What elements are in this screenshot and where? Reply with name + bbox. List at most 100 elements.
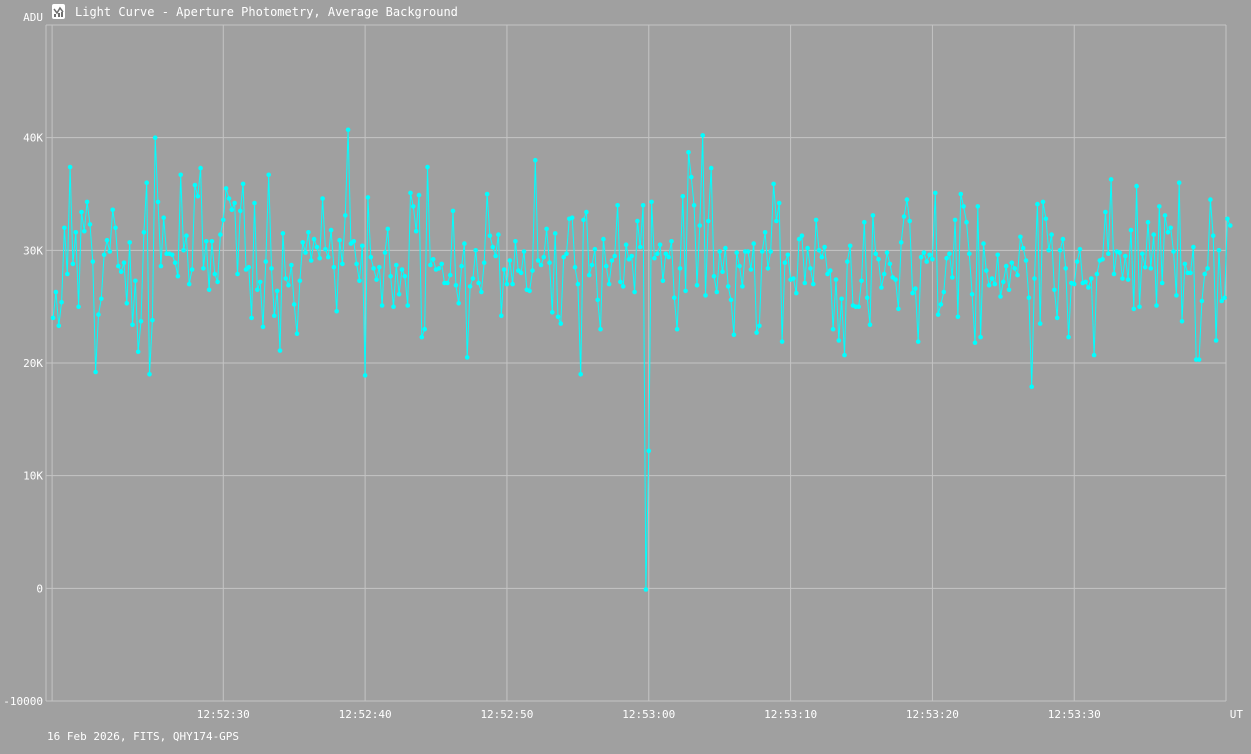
data-point [328,227,334,233]
data-point [445,280,450,286]
data-point [226,196,232,201]
data-point [967,251,972,256]
data-point [294,331,300,337]
data-point [884,250,890,255]
data-point [1032,276,1037,281]
data-point [402,273,408,279]
data-point [603,263,609,269]
data-point [938,302,944,307]
data-point [130,322,135,328]
data-point [399,267,405,272]
data-point [116,263,121,269]
data-point [1191,244,1196,250]
data-point [961,204,966,209]
data-point [351,239,357,244]
data-point [649,199,654,205]
data-point [609,258,615,263]
data-point [728,297,734,303]
data-point [1131,306,1137,312]
data-series [50,127,1233,592]
data-point [462,241,467,246]
data-point [1128,227,1134,233]
data-point [317,255,323,261]
data-point [785,252,791,258]
data-point [450,208,456,214]
data-point [873,251,878,256]
series-line [52,129,1231,590]
data-point [496,232,501,237]
data-point [1023,258,1029,263]
data-point [842,352,847,358]
data-point [876,257,881,262]
data-point [847,243,853,249]
data-point [155,199,161,205]
data-point [915,339,921,344]
data-point [575,281,581,287]
y-tick-label: 10K [23,470,43,483]
data-point [411,204,416,209]
data-point [428,262,433,268]
data-point [221,217,226,223]
data-point [969,292,975,297]
data-point [266,172,272,178]
x-tick-label: 12:53:20 [906,708,959,721]
data-point [1111,271,1117,277]
data-point [689,174,694,180]
data-point [118,269,124,275]
data-point [79,209,84,215]
x-axis-label: UT [1230,708,1244,721]
data-point [725,284,731,289]
data-point [269,266,274,271]
data-point [754,330,759,335]
data-point [623,242,629,247]
data-point [303,250,308,255]
x-tick-label: 12:52:30 [197,708,250,721]
data-point [59,299,64,305]
data-point [765,266,771,271]
data-point [1018,234,1023,240]
data-point [581,217,586,223]
data-point [73,230,79,235]
data-point [1151,232,1156,237]
data-point [325,254,331,260]
data-point [544,226,549,232]
data-point [1091,352,1097,358]
data-point [439,261,445,267]
y-axis-label: ADU [23,11,43,24]
data-point [1046,248,1051,253]
data-point [1157,204,1162,209]
data-point [825,271,830,277]
data-point [1012,266,1017,271]
data-point [913,286,918,291]
data-point [357,278,362,284]
data-point [995,252,1000,258]
data-point [1094,271,1100,277]
data-point [113,225,118,231]
data-point [791,276,796,281]
y-tick-label: 0 [36,582,43,595]
data-point [306,230,311,235]
data-point [910,290,915,296]
data-point [1137,304,1142,310]
data-point [924,259,929,264]
data-point [345,127,351,133]
data-point [263,259,269,264]
data-point [893,277,898,282]
data-point [487,233,493,238]
data-point [808,266,813,271]
data-point [1103,209,1108,215]
data-point [561,254,566,260]
data-point [779,339,785,344]
data-point [745,249,751,254]
data-point [501,267,507,272]
data-point [56,323,62,329]
data-point [1037,321,1043,326]
data-point [552,231,558,236]
data-point [598,326,603,332]
data-point [740,284,745,289]
light-curve-app-icon [52,4,65,19]
data-point [377,264,382,270]
data-point [240,181,246,187]
data-point [1208,197,1213,202]
